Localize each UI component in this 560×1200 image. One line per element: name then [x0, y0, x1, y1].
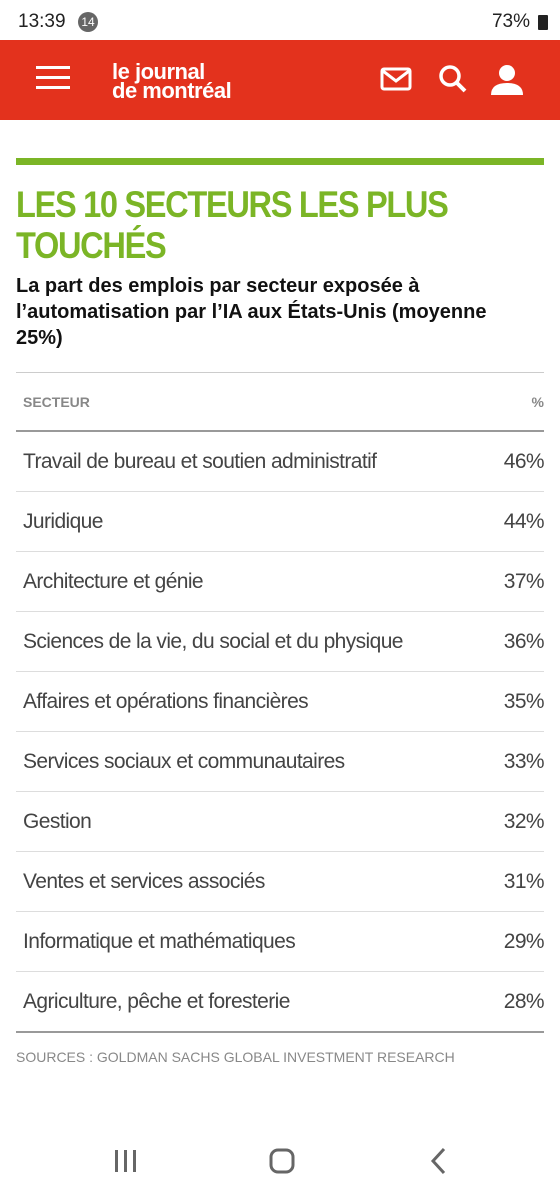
status-bar: 13:39 14 73% [0, 0, 560, 40]
percent: 28% [503, 989, 545, 1013]
mail-button[interactable] [380, 66, 412, 92]
sector: Ventes et services associés [23, 869, 265, 893]
sector: Juridique [23, 509, 103, 533]
article-title: LES 10 SECTEURS LES PLUS TOUCHÉS [16, 184, 449, 266]
table-row: Gestion 32% [16, 792, 545, 852]
accent-rule [16, 158, 544, 165]
table-row: Juridique 44% [16, 492, 545, 552]
column-header: % [531, 393, 544, 410]
table-row: Informatique et mathématiques 29% [16, 912, 545, 972]
logo[interactable]: le journal de montréal [112, 59, 232, 103]
percent: 31% [503, 869, 545, 893]
column-header: SECTEUR [23, 393, 90, 410]
logo-line: le journal [112, 59, 205, 84]
percent: 37% [503, 569, 545, 593]
percent: 35% [503, 689, 545, 713]
search-button[interactable] [438, 64, 468, 94]
time: 13:39 [18, 11, 66, 32]
sector: Sciences de la vie, du social et du phys… [23, 629, 403, 653]
sector: Gestion [23, 809, 92, 833]
table-row: Sciences de la vie, du social et du phys… [16, 612, 545, 672]
sector: Services sociaux et communautaires [23, 749, 345, 773]
table-header: SECTEUR % [16, 373, 544, 432]
recents-button[interactable] [115, 1150, 136, 1172]
sector: Agriculture, pêche et foresterie [23, 989, 290, 1013]
percent: 36% [503, 629, 545, 653]
sector: Travail de bureau et soutien administrat… [23, 449, 377, 473]
table: SECTEUR % Travail de bureau et soutien a… [16, 372, 545, 1033]
table-row: Affaires et opérations financières 35% [16, 672, 545, 732]
nav-bar [115, 1147, 446, 1175]
percent: 29% [503, 929, 545, 953]
battery: 73% [491, 11, 530, 32]
table-row: Travail de bureau et soutien administrat… [16, 432, 545, 492]
header: le journal de montréal [0, 40, 560, 120]
percent: 44% [503, 509, 545, 533]
home-button[interactable] [269, 1148, 295, 1174]
table-row: Services sociaux et communautaires 33% [16, 732, 545, 792]
table-row: Agriculture, pêche et foresterie 28% [16, 972, 545, 1033]
table-row: Architecture et génie 37% [16, 552, 545, 612]
percent: 33% [503, 749, 545, 773]
menu-button[interactable] [36, 64, 70, 92]
sector: Architecture et génie [23, 569, 204, 593]
percent: 46% [503, 449, 545, 473]
table-row: Ventes et services associés 31% [16, 852, 545, 912]
logo-line: de montréal [112, 78, 232, 103]
back-button[interactable] [430, 1147, 446, 1175]
sector: Affaires et opérations financières [23, 689, 309, 713]
article-subtitle: La part des emplois par secteur exposée … [16, 275, 487, 349]
notification-badge: 14 [78, 12, 98, 32]
source: SOURCES : GOLDMAN SACHS GLOBAL INVESTMEN… [16, 1049, 455, 1065]
battery-icon [538, 15, 548, 30]
account-button[interactable] [490, 64, 524, 96]
sector: Informatique et mathématiques [23, 929, 296, 953]
percent: 32% [503, 809, 545, 833]
